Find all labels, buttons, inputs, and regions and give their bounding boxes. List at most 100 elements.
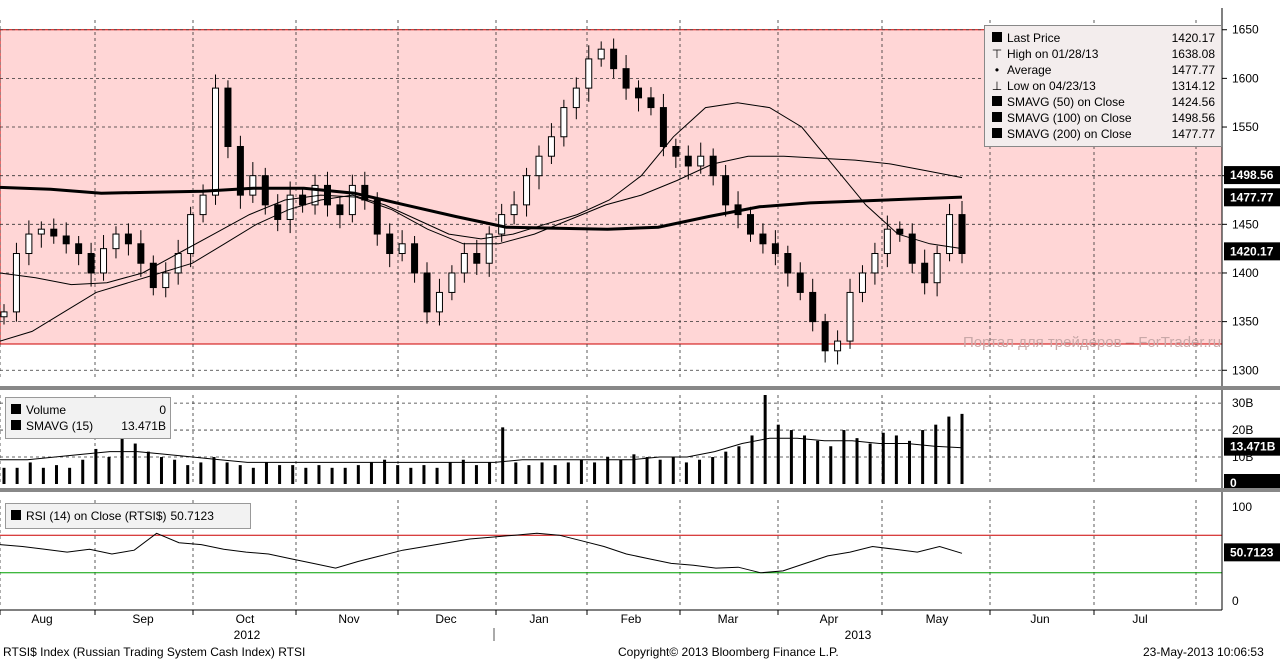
high-marker-icon: ⊤ bbox=[991, 47, 1003, 61]
candle bbox=[672, 138, 680, 168]
volume-bar bbox=[803, 435, 807, 484]
candle bbox=[846, 278, 854, 349]
panel-divider bbox=[0, 488, 1280, 492]
legend-value: 1420.17 bbox=[1171, 31, 1215, 45]
candle bbox=[858, 265, 866, 303]
volume-bar bbox=[15, 467, 19, 484]
volume-bar bbox=[317, 465, 321, 484]
volume-bar bbox=[947, 416, 951, 484]
candle bbox=[622, 55, 630, 100]
volume-bar bbox=[842, 430, 846, 484]
sma50-line bbox=[0, 102, 963, 342]
candle bbox=[236, 135, 244, 209]
volume-bar bbox=[173, 459, 177, 484]
candle bbox=[659, 93, 667, 157]
legend-row: • Average 1477.77 bbox=[991, 62, 1215, 78]
candle bbox=[299, 187, 307, 213]
volume-bar bbox=[2, 467, 6, 484]
legend-row: ⊥ Low on 04/23/13 1314.12 bbox=[991, 78, 1215, 94]
square-icon bbox=[991, 127, 1003, 141]
candle bbox=[137, 230, 145, 277]
legend-name: SMAVG (50) on Close bbox=[1007, 95, 1125, 109]
panel-divider bbox=[0, 386, 1280, 390]
volume-bar bbox=[107, 457, 111, 484]
legend-row: SMAVG (15) 13.471B bbox=[10, 418, 166, 434]
volume-bar bbox=[422, 465, 426, 484]
last-price-value-tag: 1420.17 bbox=[1230, 244, 1274, 258]
volume-bar bbox=[527, 465, 531, 484]
candle bbox=[523, 167, 531, 217]
candle-body bbox=[25, 233, 33, 255]
legend-value: 0 bbox=[159, 403, 166, 417]
candle-body bbox=[958, 214, 966, 255]
candle bbox=[946, 203, 954, 262]
candle-body bbox=[485, 233, 493, 264]
candle-body bbox=[896, 228, 904, 235]
price-tick-label: 1600 bbox=[1232, 71, 1259, 85]
square-icon bbox=[10, 419, 22, 433]
volume-bar bbox=[225, 462, 229, 484]
candle bbox=[398, 230, 406, 262]
candle bbox=[709, 148, 717, 186]
volume-bar bbox=[960, 413, 964, 484]
candle-body bbox=[572, 87, 580, 109]
legend-name: SMAVG (100) on Close bbox=[1007, 111, 1132, 125]
candlestick-series bbox=[0, 38, 966, 365]
candle bbox=[572, 77, 580, 120]
legend-value: 1498.56 bbox=[1171, 111, 1215, 125]
legend-value: 1638.08 bbox=[1171, 47, 1215, 61]
candle bbox=[635, 80, 643, 112]
volume-bar bbox=[68, 467, 72, 484]
volume-bar bbox=[343, 467, 347, 484]
sma100-value-tag-bg bbox=[1224, 166, 1280, 185]
volume-bar bbox=[698, 459, 702, 484]
legend-row: Last Price 1420.17 bbox=[991, 30, 1215, 46]
candle-body bbox=[635, 87, 643, 99]
volume-bar bbox=[724, 451, 728, 484]
legend-value: 1314.12 bbox=[1171, 79, 1215, 93]
candle-body bbox=[722, 175, 730, 206]
candle-body bbox=[0, 311, 8, 318]
candle-body bbox=[87, 253, 95, 274]
month-label: Nov bbox=[338, 612, 359, 626]
candle-body bbox=[759, 233, 767, 245]
timestamp: 23-May-2013 10:06:53 bbox=[1143, 645, 1264, 659]
candle-body bbox=[547, 136, 555, 157]
candle bbox=[162, 262, 170, 298]
candle-body bbox=[846, 291, 854, 342]
candle-body bbox=[784, 253, 792, 274]
square-icon bbox=[10, 403, 22, 417]
sma200-value-tag: 1477.77 bbox=[1230, 190, 1274, 204]
volume-bar bbox=[304, 467, 308, 484]
volume-bar bbox=[908, 440, 912, 484]
candle-body bbox=[709, 155, 717, 177]
volume-bar bbox=[330, 467, 334, 484]
candle-body bbox=[523, 175, 531, 206]
volume-bar bbox=[658, 459, 662, 484]
candle-body bbox=[299, 194, 307, 206]
year-label: 2012 bbox=[234, 628, 261, 642]
rsi-tick-label: 100 bbox=[1232, 500, 1252, 514]
candle-body bbox=[796, 272, 804, 293]
candle-body bbox=[597, 48, 605, 60]
month-label: Jan bbox=[529, 612, 548, 626]
volume-bar bbox=[278, 465, 282, 484]
candle-body bbox=[858, 272, 866, 293]
volume-bars bbox=[0, 395, 964, 484]
volume-bar bbox=[199, 462, 203, 484]
sma200-line bbox=[0, 185, 963, 231]
volume-bar bbox=[540, 462, 544, 484]
candle bbox=[921, 249, 929, 295]
rsi-value-tag-bg bbox=[1224, 543, 1280, 562]
rsi-grid bbox=[0, 500, 1222, 608]
legend-name: Average bbox=[1007, 63, 1052, 77]
watermark: Портал для трейдеров – ForTrader.ru bbox=[963, 334, 1221, 351]
sma100-line bbox=[0, 155, 963, 286]
candle-body bbox=[398, 243, 406, 255]
candle-body bbox=[348, 184, 356, 216]
volume-bar bbox=[133, 443, 137, 484]
candle bbox=[62, 222, 70, 254]
candle-body bbox=[746, 214, 754, 235]
square-icon bbox=[991, 95, 1003, 109]
rsi-legend: RSI (14) on Close (RTSI$) 50.7123 bbox=[5, 503, 251, 529]
